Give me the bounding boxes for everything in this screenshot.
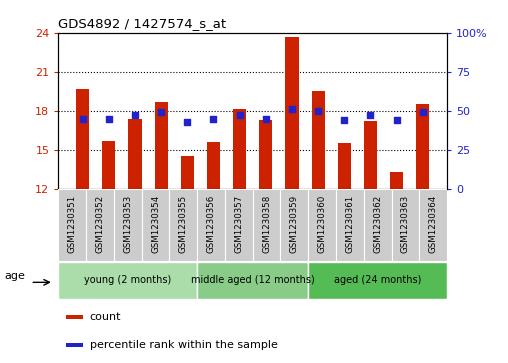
Point bbox=[393, 117, 401, 123]
Text: middle aged (12 months): middle aged (12 months) bbox=[191, 276, 314, 285]
Bar bbox=[197, 189, 225, 261]
Bar bbox=[336, 189, 364, 261]
Text: GSM1230361: GSM1230361 bbox=[345, 195, 355, 253]
Point bbox=[157, 109, 165, 115]
Bar bbox=[285, 37, 299, 189]
Point bbox=[209, 116, 217, 122]
Text: GSM1230358: GSM1230358 bbox=[262, 195, 271, 253]
Bar bbox=[129, 119, 142, 189]
Point bbox=[131, 113, 139, 118]
Bar bbox=[392, 189, 419, 261]
Text: GSM1230355: GSM1230355 bbox=[179, 195, 188, 253]
Bar bbox=[364, 121, 377, 189]
Text: GSM1230364: GSM1230364 bbox=[429, 195, 438, 253]
Text: GSM1230353: GSM1230353 bbox=[123, 195, 132, 253]
Bar bbox=[311, 91, 325, 189]
Bar bbox=[308, 189, 336, 261]
Bar bbox=[390, 172, 403, 189]
Bar bbox=[76, 89, 89, 189]
Point bbox=[340, 117, 348, 123]
Text: GSM1230352: GSM1230352 bbox=[96, 195, 105, 253]
Bar bbox=[280, 189, 308, 261]
Bar bbox=[66, 315, 82, 319]
Bar bbox=[364, 189, 392, 261]
Text: count: count bbox=[89, 312, 121, 322]
Text: young (2 months): young (2 months) bbox=[84, 276, 171, 285]
Point bbox=[419, 109, 427, 115]
Bar bbox=[142, 189, 170, 261]
Bar bbox=[170, 189, 197, 261]
Point bbox=[79, 116, 87, 122]
Bar bbox=[114, 189, 142, 261]
Text: GSM1230360: GSM1230360 bbox=[318, 195, 327, 253]
Bar bbox=[419, 189, 447, 261]
Text: aged (24 months): aged (24 months) bbox=[334, 276, 421, 285]
Bar bbox=[338, 143, 351, 189]
Bar bbox=[66, 343, 82, 347]
Bar bbox=[58, 189, 86, 261]
Bar bbox=[181, 156, 194, 189]
Bar bbox=[58, 262, 197, 299]
Bar bbox=[225, 189, 253, 261]
Text: GDS4892 / 1427574_s_at: GDS4892 / 1427574_s_at bbox=[58, 17, 227, 30]
Text: GSM1230359: GSM1230359 bbox=[290, 195, 299, 253]
Point bbox=[183, 119, 192, 125]
Bar bbox=[207, 142, 220, 189]
Text: GSM1230356: GSM1230356 bbox=[207, 195, 215, 253]
Text: GSM1230351: GSM1230351 bbox=[68, 195, 77, 253]
Bar bbox=[86, 189, 114, 261]
Point bbox=[236, 113, 244, 118]
Bar bbox=[102, 140, 115, 189]
Text: GSM1230362: GSM1230362 bbox=[373, 195, 382, 253]
Bar bbox=[233, 109, 246, 189]
Point bbox=[288, 106, 296, 112]
Bar bbox=[154, 102, 168, 189]
Bar bbox=[253, 189, 280, 261]
Point bbox=[105, 116, 113, 122]
Text: GSM1230354: GSM1230354 bbox=[151, 195, 160, 253]
Point bbox=[314, 108, 322, 114]
Point bbox=[366, 113, 374, 118]
Bar bbox=[197, 262, 308, 299]
Text: GSM1230363: GSM1230363 bbox=[401, 195, 410, 253]
Bar bbox=[259, 120, 272, 189]
Bar bbox=[308, 262, 447, 299]
Bar bbox=[416, 104, 429, 189]
Text: age: age bbox=[5, 271, 25, 281]
Text: GSM1230357: GSM1230357 bbox=[234, 195, 243, 253]
Point bbox=[262, 116, 270, 122]
Text: percentile rank within the sample: percentile rank within the sample bbox=[89, 340, 277, 350]
